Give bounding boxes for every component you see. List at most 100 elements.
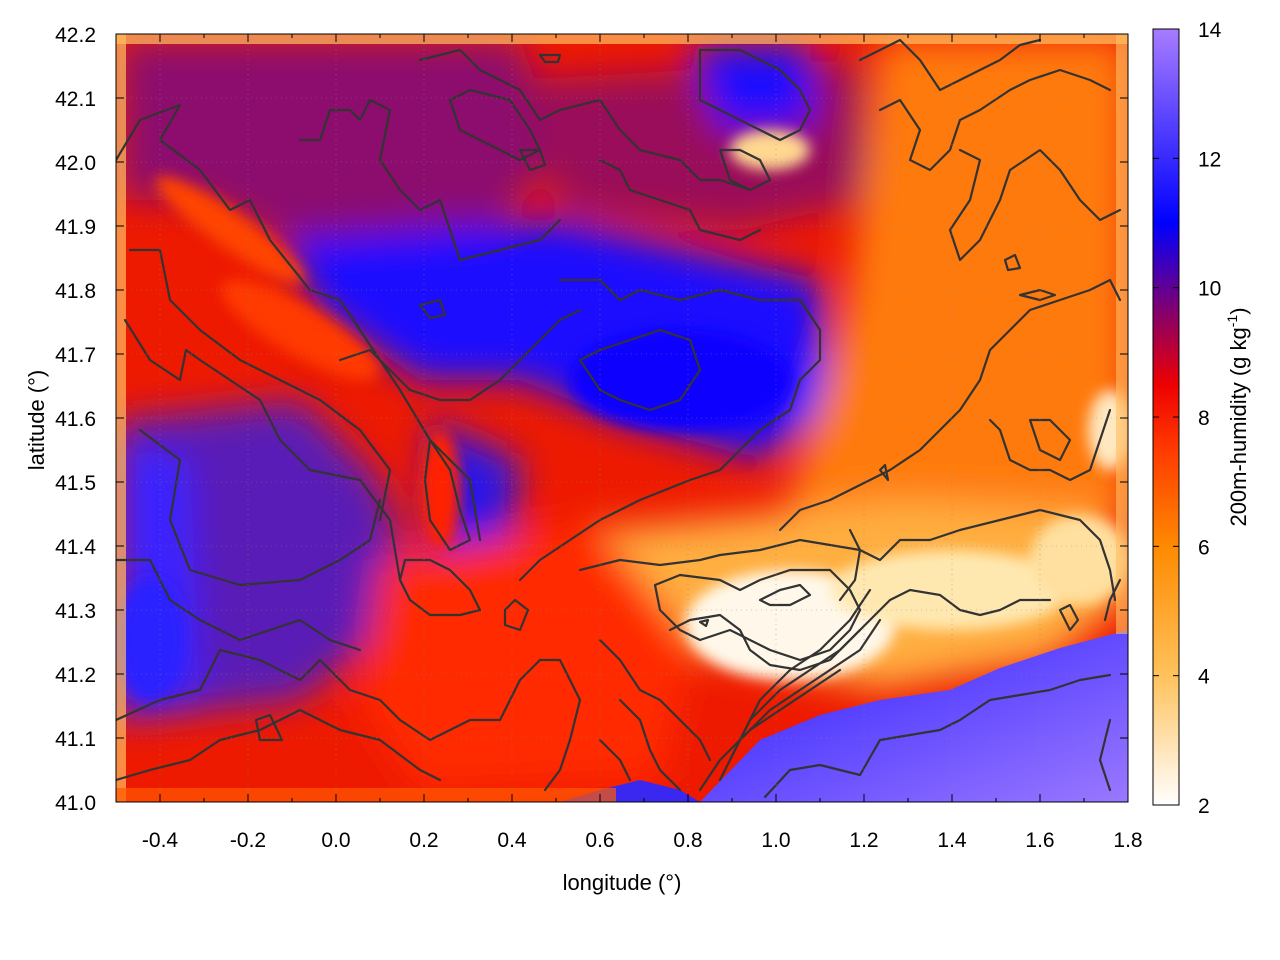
x-tick-label: 0.2 — [409, 829, 438, 852]
contour-line — [503, 598, 530, 632]
contour-line — [538, 53, 562, 64]
dry-patch-north — [730, 130, 810, 170]
contour-line — [598, 638, 712, 762]
red-streak-3 — [155, 176, 305, 284]
region-ridge — [520, 60, 870, 230]
x-tick-label: 1.0 — [761, 829, 790, 852]
contour-line — [123, 318, 402, 582]
contour-line — [1028, 418, 1072, 462]
contour-line — [128, 248, 392, 522]
dry-core-3 — [1030, 515, 1128, 605]
contour-line — [948, 148, 1122, 262]
x-tick-label: 1.8 — [1113, 829, 1142, 852]
dry-core-2 — [830, 550, 1070, 630]
tick-marks — [115, 33, 1129, 803]
contour-line — [618, 698, 682, 792]
colorbar-tick-label: 4 — [1198, 666, 1210, 689]
right-margin-band — [1116, 34, 1128, 634]
x-tick-label: 0.4 — [497, 829, 527, 852]
contour-line — [423, 438, 472, 552]
x-tick-labels: -0.4 -0.2 0.0 0.2 0.4 0.6 0.8 1.0 1.2 1.4 1.6 1.8 — [142, 829, 1143, 852]
contour-line — [418, 48, 752, 192]
contour-line — [728, 628, 862, 762]
contour-line — [718, 148, 772, 192]
y-tick-label: 42.1 — [55, 88, 96, 111]
contour-line — [116, 103, 482, 542]
contour-line — [1058, 603, 1080, 632]
contour-line — [858, 38, 1042, 92]
contour-line — [138, 428, 382, 587]
colorbar-tick-label: 12 — [1198, 148, 1221, 171]
contour-line — [598, 158, 762, 242]
y-tick-label: 41.8 — [55, 280, 96, 303]
y-tick-label: 41.9 — [55, 216, 96, 239]
y-tick-label: 42.2 — [55, 24, 96, 47]
region-north-west — [120, 40, 560, 260]
y-tick-label: 41.3 — [55, 600, 96, 623]
colorbar: 2 4 6 8 10 12 14 200m-humidity (g kg-1) — [1152, 19, 1251, 818]
contour-line — [653, 568, 862, 662]
colorbar-tick-label: 6 — [1198, 536, 1210, 559]
y-axis-title: latitude (°) — [24, 370, 49, 471]
region-north-east — [780, 40, 1128, 560]
colorbar-tick-label: 14 — [1198, 19, 1222, 42]
contour-line — [338, 308, 582, 402]
contour-line — [698, 618, 710, 628]
contour-line — [518, 148, 547, 172]
y-tick-label: 41.5 — [55, 472, 96, 495]
x-tick-label: 1.2 — [849, 829, 878, 852]
contour-line — [838, 528, 862, 602]
contour-line — [698, 48, 812, 142]
contour-line — [418, 298, 447, 320]
contour-line — [578, 328, 702, 412]
contour-line — [763, 673, 1112, 799]
colorbar-title-main: 200m-humidity (g kg — [1226, 327, 1251, 526]
heatmap-blobs — [116, 40, 1128, 790]
colorbar-title: 200m-humidity (g kg-1) — [1224, 307, 1251, 526]
sea-area — [700, 630, 1128, 802]
contour-line — [598, 738, 632, 782]
contour-line — [116, 648, 582, 792]
y-tick-label: 41.4 — [55, 536, 96, 559]
x-tick-label: -0.2 — [230, 829, 266, 852]
contour-lines — [116, 38, 1122, 799]
x-tick-label: 0.0 — [321, 829, 350, 852]
contour-line — [758, 583, 812, 607]
contour-line — [1098, 718, 1112, 792]
colorbar-title-suffix: ) — [1226, 307, 1251, 314]
blue-patch-east — [570, 330, 790, 430]
x-tick-label: 0.6 — [585, 829, 614, 852]
contour-line — [878, 463, 890, 482]
colorbar-tick-labels: 2 4 6 8 10 12 14 — [1198, 19, 1222, 818]
contour-line — [1018, 288, 1057, 302]
y-tick-label: 41.7 — [55, 344, 96, 367]
contour-line — [698, 668, 842, 792]
contour-line — [116, 708, 442, 782]
y-tick-label: 41.6 — [55, 408, 96, 431]
x-tick-label: 1.6 — [1025, 829, 1054, 852]
x-tick-label: -0.4 — [142, 829, 179, 852]
contour-line — [988, 408, 1112, 482]
red-streak-2 — [221, 280, 379, 380]
region-south-red — [360, 520, 700, 790]
y-tick-label: 41.1 — [55, 728, 96, 751]
colorbar-tick-label: 8 — [1198, 407, 1210, 430]
top-margin-band — [116, 34, 1128, 44]
contour-line — [254, 713, 284, 742]
x-tick-label: 0.8 — [673, 829, 702, 852]
x-axis-title: longitude (°) — [563, 870, 682, 895]
colorbar-tick-label: 10 — [1198, 278, 1221, 301]
contour-line — [398, 558, 482, 617]
west-blue-left — [116, 580, 185, 700]
y-tick-labels: 41.0 41.1 41.2 41.3 41.4 41.5 41.6 41.7 41.8 41.9… — [55, 24, 96, 815]
heatmap-field — [116, 34, 1128, 802]
region-north-cell — [690, 45, 815, 130]
contour-line — [518, 278, 822, 582]
contour-line — [298, 98, 562, 262]
colorbar-ticks — [1153, 28, 1179, 806]
colorbar-title-superscript: -1 — [1224, 315, 1240, 328]
y-tick-label: 42.0 — [55, 152, 96, 175]
bottom-margin-band — [116, 788, 616, 802]
contour-line — [778, 278, 1122, 532]
